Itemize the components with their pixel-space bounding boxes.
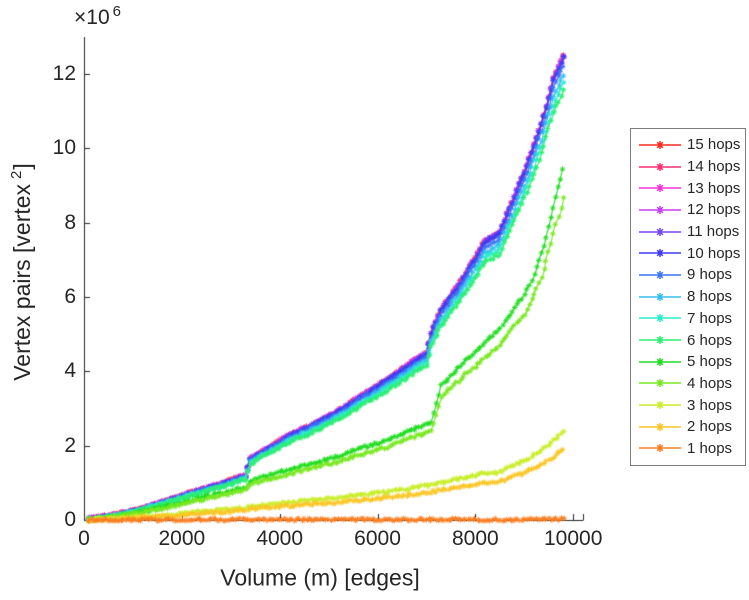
legend-label: 14 hops: [687, 158, 741, 176]
y-multiplier-exponent: 6: [112, 3, 121, 20]
legend-item: 9 hops: [637, 264, 745, 286]
y-axis-label-bracket: ]: [8, 163, 35, 170]
legend-line-marker: [639, 401, 681, 410]
legend-item: 1 hops: [637, 438, 745, 460]
legend-label: 6 hops: [687, 331, 733, 349]
legend-item: 6 hops: [637, 329, 745, 351]
y-axis-label-superscript: 2: [8, 170, 26, 179]
y-tick-label: 4: [64, 359, 76, 383]
legend-item: 12 hops: [637, 199, 745, 221]
legend-item: 15 hops: [637, 134, 745, 156]
y-axis-label: Vertex pairs [vertex 2]: [8, 163, 36, 381]
legend-label: 10 hops: [687, 244, 741, 262]
legend-item: 7 hops: [637, 308, 745, 330]
legend-item: 3 hops: [637, 394, 745, 416]
legend: 15 hops 14 hops 13 hops 12 hops 11 hops 10 ho…: [630, 128, 746, 466]
legend-line-marker: [639, 249, 681, 258]
y-tick-label: 6: [64, 285, 76, 309]
x-axis-label: Volume (m) [edges]: [220, 564, 420, 591]
legend-line-marker: [639, 227, 681, 236]
legend-line-marker: [639, 444, 681, 453]
legend-item: 13 hops: [637, 177, 745, 199]
y-tick-label: 8: [64, 210, 76, 234]
y-tick-label: 0: [64, 508, 76, 531]
legend-label: 15 hops: [687, 136, 741, 154]
legend-label: 12 hops: [687, 201, 741, 219]
y-axis-multiplier: ×10 6: [74, 3, 121, 30]
y-tick-label: 2: [64, 433, 76, 457]
x-tick-label: 8000: [452, 527, 499, 550]
legend-label: 13 hops: [687, 179, 741, 197]
legend-line-marker: [639, 336, 681, 345]
legend-item: 4 hops: [637, 373, 745, 395]
legend-label: 11 hops: [687, 223, 740, 241]
legend-item: 14 hops: [637, 156, 745, 178]
legend-item: 8 hops: [637, 286, 745, 308]
legend-item: 10 hops: [637, 242, 745, 264]
y-axis-label-text: Vertex pairs [vertex: [8, 183, 35, 381]
x-tick-label: 10000: [544, 527, 603, 550]
legend-items: 15 hops 14 hops 13 hops 12 hops 11 hops 10 ho…: [631, 129, 745, 459]
legend-line-marker: [639, 184, 681, 193]
legend-line-marker: [639, 162, 681, 171]
x-tick-label: 6000: [354, 527, 401, 550]
y-tick-label: 10: [52, 136, 76, 160]
legend-label: 2 hops: [687, 418, 733, 436]
legend-line-marker: [639, 205, 681, 214]
legend-label: 3 hops: [687, 396, 733, 414]
legend-label: 1 hops: [687, 439, 733, 457]
legend-label: 4 hops: [687, 374, 733, 392]
legend-label: 9 hops: [687, 266, 733, 284]
x-tick-label: 4000: [256, 527, 304, 550]
legend-line-marker: [639, 422, 681, 431]
legend-line-marker: [639, 140, 681, 149]
y-multiplier-base: ×10: [74, 6, 110, 29]
legend-line-marker: [639, 357, 681, 366]
legend-item: 11 hops: [637, 221, 745, 243]
legend-line-marker: [639, 379, 681, 388]
legend-label: 8 hops: [687, 288, 733, 306]
y-tick-label: 12: [52, 62, 76, 86]
legend-item: 5 hops: [637, 351, 745, 373]
legend-line-marker: [639, 270, 681, 279]
legend-line-marker: [639, 292, 681, 301]
legend-label: 5 hops: [687, 353, 733, 371]
x-tick-label: 0: [78, 527, 90, 550]
legend-line-marker: [639, 314, 681, 323]
legend-item: 2 hops: [637, 416, 745, 438]
x-tick-label: 2000: [158, 527, 206, 550]
legend-label: 7 hops: [687, 309, 733, 327]
